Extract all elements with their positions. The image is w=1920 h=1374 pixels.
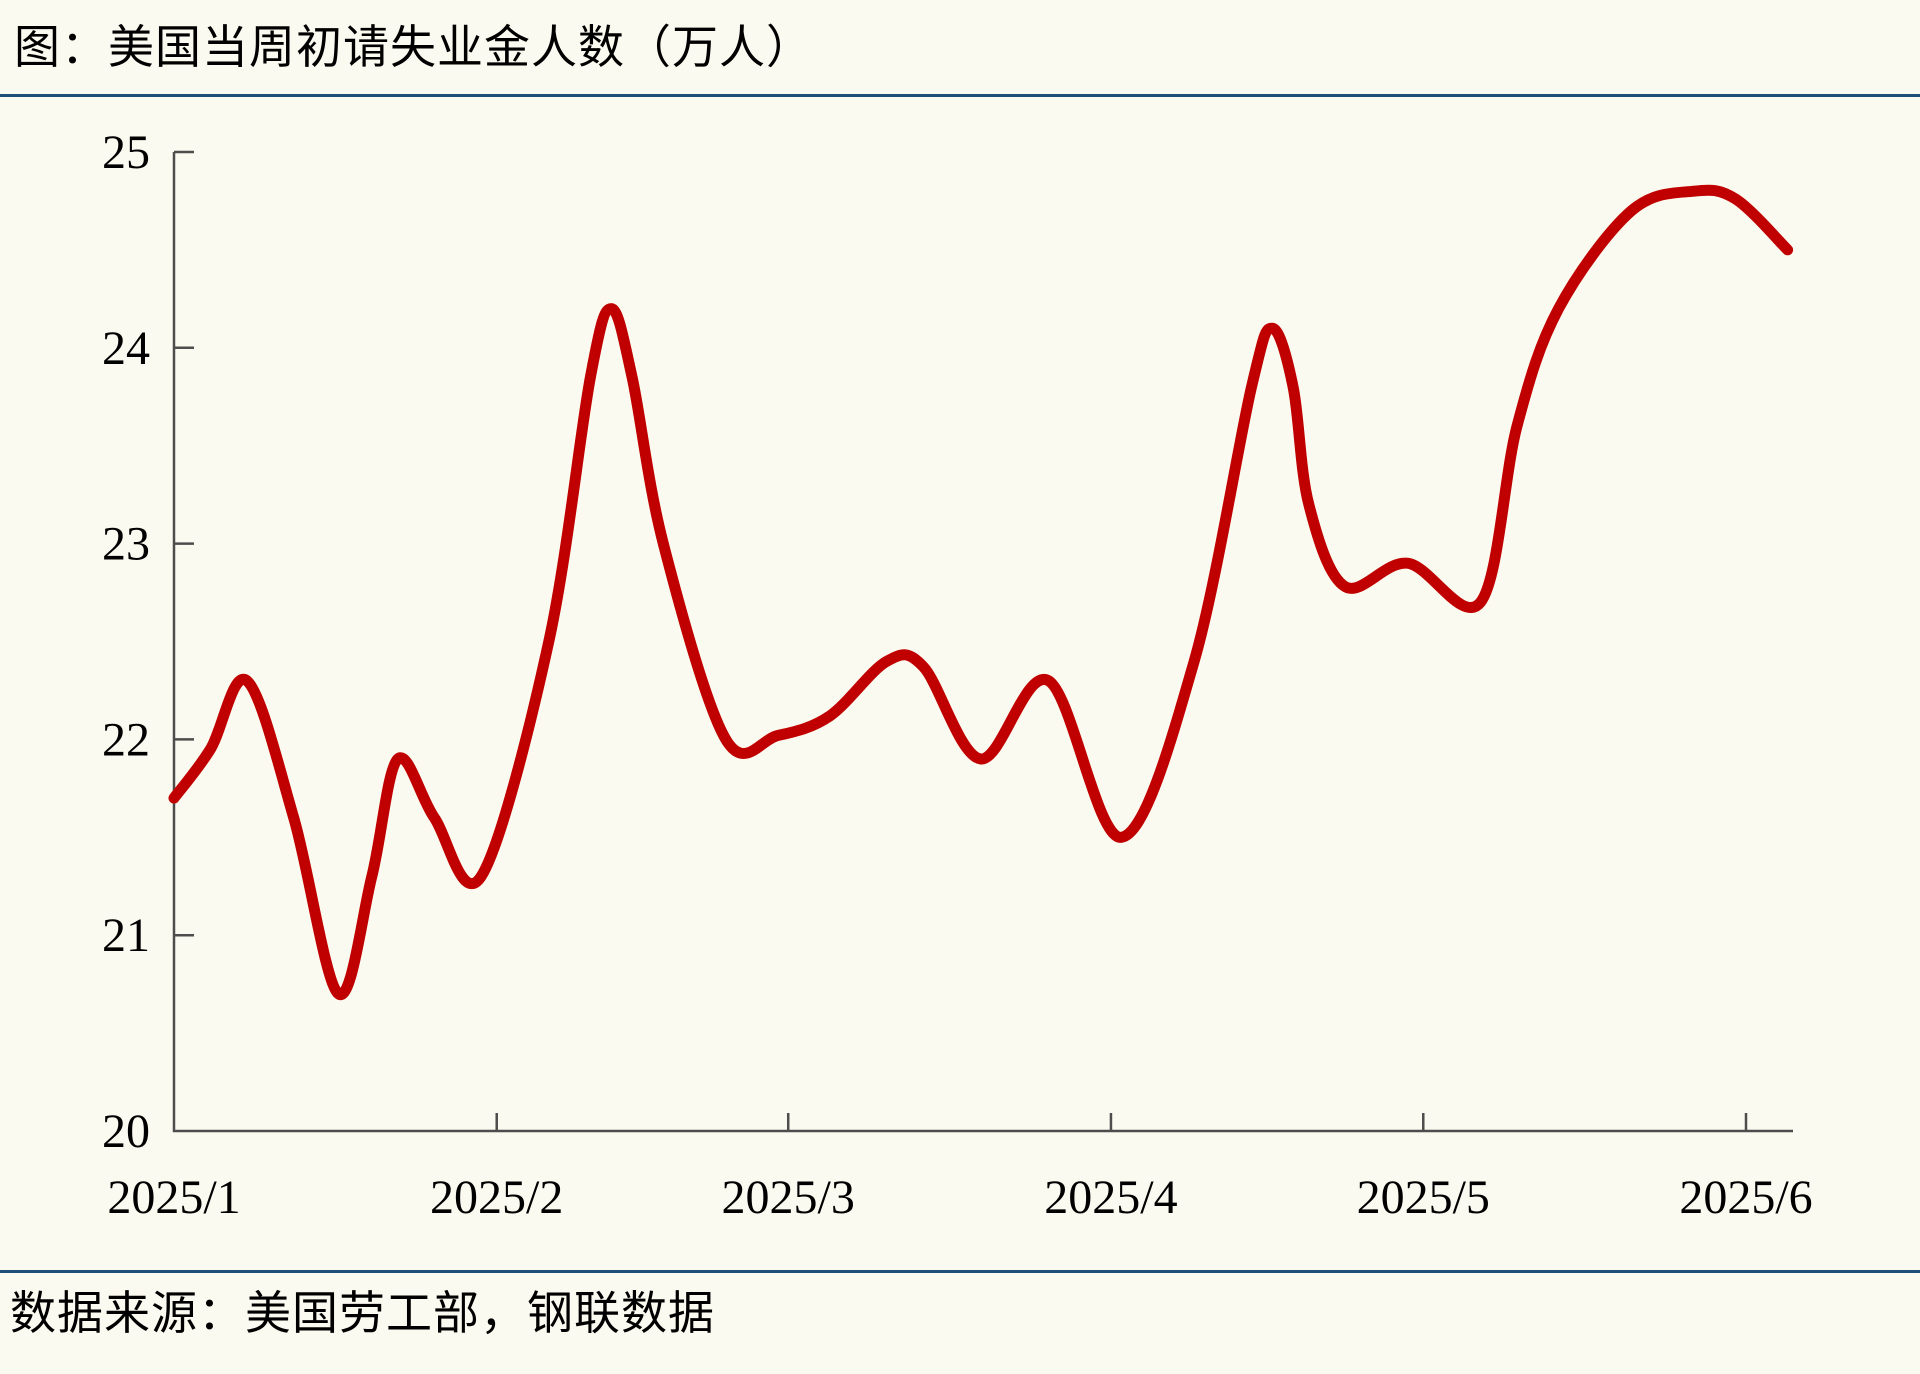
- y-tick-label: 23: [102, 518, 150, 571]
- y-tick-label: 22: [102, 713, 150, 766]
- footer-divider: [0, 1270, 1920, 1273]
- axis-lines: [172, 152, 1793, 1133]
- y-tick-label: 20: [102, 1105, 150, 1158]
- x-tick-label: 2025/1: [107, 1171, 240, 1224]
- x-tick-label: 2025/4: [1044, 1171, 1177, 1224]
- claims-series-line: [168, 184, 1794, 1000]
- x-tick-label: 2025/2: [430, 1171, 563, 1224]
- y-tick-label: 21: [102, 909, 150, 962]
- x-tick-label: 2025/5: [1357, 1171, 1490, 1224]
- title-divider: [0, 94, 1920, 97]
- y-tick-label: 25: [102, 126, 150, 179]
- chart-title: 图：美国当周初请失业金人数（万人）: [14, 22, 813, 73]
- data-source: 数据来源：美国劳工部，钢联数据: [10, 1288, 715, 1339]
- x-tick-label: 2025/6: [1679, 1171, 1812, 1224]
- x-tick-label: 2025/3: [722, 1171, 855, 1224]
- y-tick-label: 24: [102, 322, 150, 375]
